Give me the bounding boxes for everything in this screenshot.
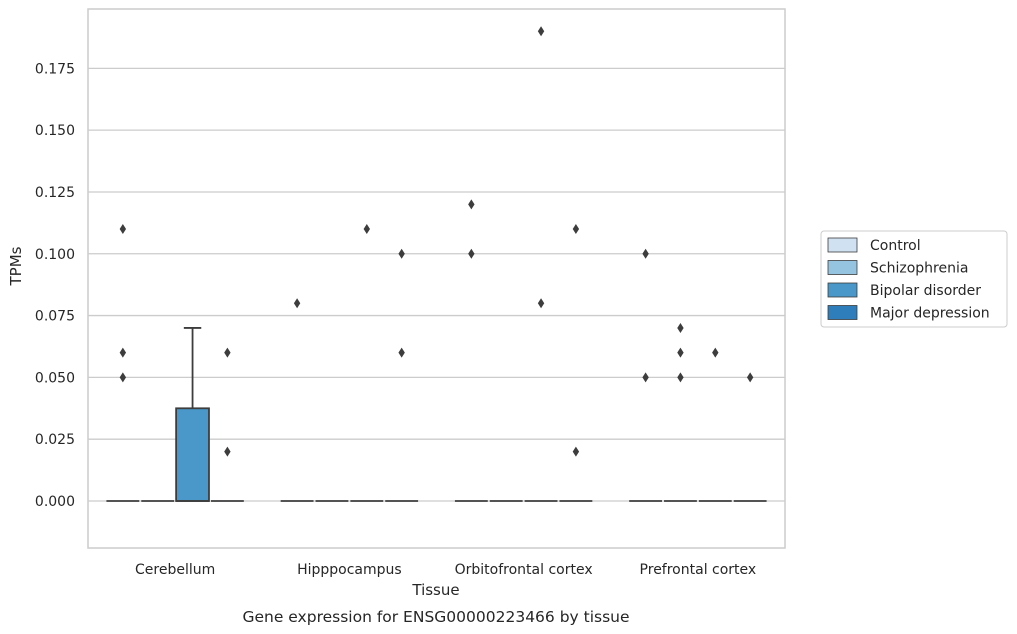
legend: Control Schizophrenia Bipolar disorder Majo… [820,230,1008,328]
y-tick-label: 0.150 [35,123,75,139]
legend-label: Major depression [870,306,990,322]
y-tick-labels: 0.000 0.025 0.050 0.075 0.100 0.125 0.150 0.175 [35,61,75,510]
outlier-point [293,298,301,309]
outlier-point [363,224,370,235]
box-body [175,407,210,502]
legend-label: Schizophrenia [870,261,968,277]
outlier-point [677,372,684,383]
legend-swatch [827,282,858,298]
outlier-point [224,347,231,358]
legend-swatch [827,305,858,320]
chart-caption: Gene expression for ENSG00000223466 by t… [242,608,629,626]
legend-label: Control [870,238,921,254]
outlier-point [746,372,754,383]
y-tick-label: 0.175 [35,61,75,77]
outlier-point [537,298,545,309]
outlier-point [712,347,719,358]
outlier-point [572,446,580,457]
outlier-point [642,372,649,383]
legend-frame [820,230,1008,328]
y-axis-title: TPMs [7,246,25,286]
y-tick-label: 0.075 [35,309,75,325]
outlier-point [677,347,684,358]
outlier-point [398,248,405,259]
legend-label: Bipolar disorder [870,283,981,299]
outlier-point [572,224,580,235]
outlier-point [119,347,127,358]
outlier-point [537,26,545,37]
legend-swatch [827,260,858,275]
outlier-point [677,322,684,333]
outliers [119,26,754,457]
x-axis-title: Tissue [411,581,459,599]
outlier-point [224,446,231,457]
x-tick-label: Cerebellum [135,562,215,578]
y-tick-label: 0.025 [35,432,75,448]
x-tick-label: Hipppocampus [297,562,402,578]
y-tick-label: 0.100 [35,247,75,263]
outlier-point [398,347,405,358]
x-tick-labels: Cerebellum Hipppocampus Orbitofrontal cort… [135,562,756,578]
outlier-point [468,248,475,259]
y-tick-label: 0.125 [35,185,75,201]
outlier-point [468,199,475,210]
legend-swatch [827,237,858,253]
x-tick-label: Prefrontal cortex [640,562,757,578]
y-tick-label: 0.000 [35,494,75,510]
outlier-point [119,224,127,235]
y-tick-label: 0.050 [35,370,75,386]
x-tick-label: Orbitofrontal cortex [455,562,593,578]
plot-frame [87,8,786,549]
boxes [106,327,767,502]
box-bipolar-disorder [175,327,210,502]
outlier-point [119,372,127,383]
outlier-point [642,248,649,259]
